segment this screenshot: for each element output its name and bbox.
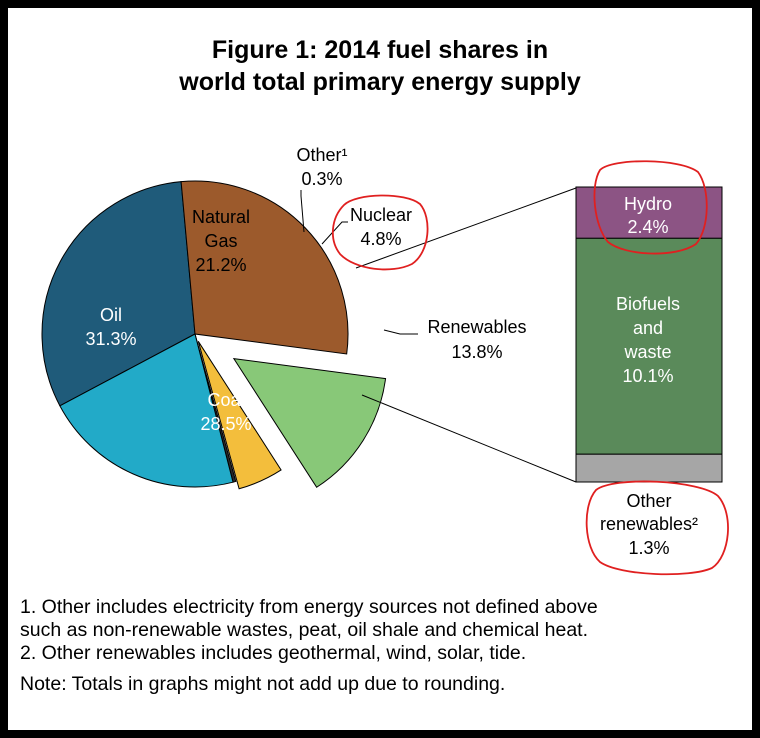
zoom-line-top xyxy=(355,187,577,269)
pie-slice-natural-gas xyxy=(59,333,234,488)
pie-slice-coal xyxy=(180,180,349,355)
natural-gas-label-2: Gas xyxy=(204,231,237,251)
bar-segment-other-renewables xyxy=(575,453,723,483)
nuclear-value: 4.8% xyxy=(360,229,401,249)
renewables-leader-line xyxy=(383,329,418,335)
natural-gas-value: 21.2% xyxy=(195,255,246,275)
other-label: Other¹ xyxy=(296,145,347,165)
nuclear-label: Nuclear xyxy=(350,205,412,225)
renewables-value: 13.8% xyxy=(451,342,502,362)
coal-value: 28.5% xyxy=(200,414,251,434)
other-renewables-annotation-circle xyxy=(585,480,729,576)
coal-label: Coal xyxy=(207,390,244,410)
hydro-label: Hydro xyxy=(624,194,672,214)
biofuels-value: 10.1% xyxy=(622,366,673,386)
biofuels-label-3: waste xyxy=(623,342,671,362)
nuclear-annotation-circle xyxy=(332,194,429,271)
other-leader-line xyxy=(300,190,305,233)
pie-slice-nuclear xyxy=(197,341,282,490)
natural-gas-label-1: Natural xyxy=(192,207,250,227)
pie-slice-oil xyxy=(41,181,196,407)
renewables-label: Renewables xyxy=(427,317,526,337)
hydro-value: 2.4% xyxy=(627,217,668,237)
footnotes: 1. Other includes electricity from energ… xyxy=(20,596,740,696)
bar-segment-biofuels xyxy=(575,237,723,455)
footnote-1-line-1: 1. Other includes electricity from energ… xyxy=(20,596,598,618)
totals-note: Note: Totals in graphs might not add up … xyxy=(20,673,506,695)
footnote-1-line-2: such as non-renewable wastes, peat, oil … xyxy=(20,619,589,641)
title-line-1: Figure 1: 2014 fuel shares in xyxy=(211,36,549,64)
biofuels-label-2: and xyxy=(633,318,663,338)
pie-slice-renewables xyxy=(232,357,387,488)
renewables-bar xyxy=(575,186,723,483)
other-renewables-label-2: renewables² xyxy=(600,514,698,534)
other-renewables-value: 1.3% xyxy=(628,538,669,558)
oil-label: Oil xyxy=(100,305,122,325)
oil-value: 31.3% xyxy=(85,329,136,349)
other-value: 0.3% xyxy=(301,169,342,189)
connector-lines xyxy=(300,187,577,483)
other-renewables-label-1: Other xyxy=(626,491,671,511)
chart-title: Figure 1: 2014 fuel shares in world tota… xyxy=(8,34,752,98)
pie-slices xyxy=(41,180,387,490)
zoom-line-bottom xyxy=(361,394,577,483)
hydro-annotation-circle xyxy=(593,160,708,255)
title-line-2: world total primary energy supply xyxy=(179,68,581,96)
nuclear-leader-line xyxy=(321,221,348,245)
footnote-2: 2. Other renewables includes geothermal,… xyxy=(20,642,527,664)
figure-frame: Figure 1: 2014 fuel shares in world tota… xyxy=(8,8,752,730)
annotations xyxy=(332,160,729,576)
biofuels-label-1: Biofuels xyxy=(616,294,680,314)
